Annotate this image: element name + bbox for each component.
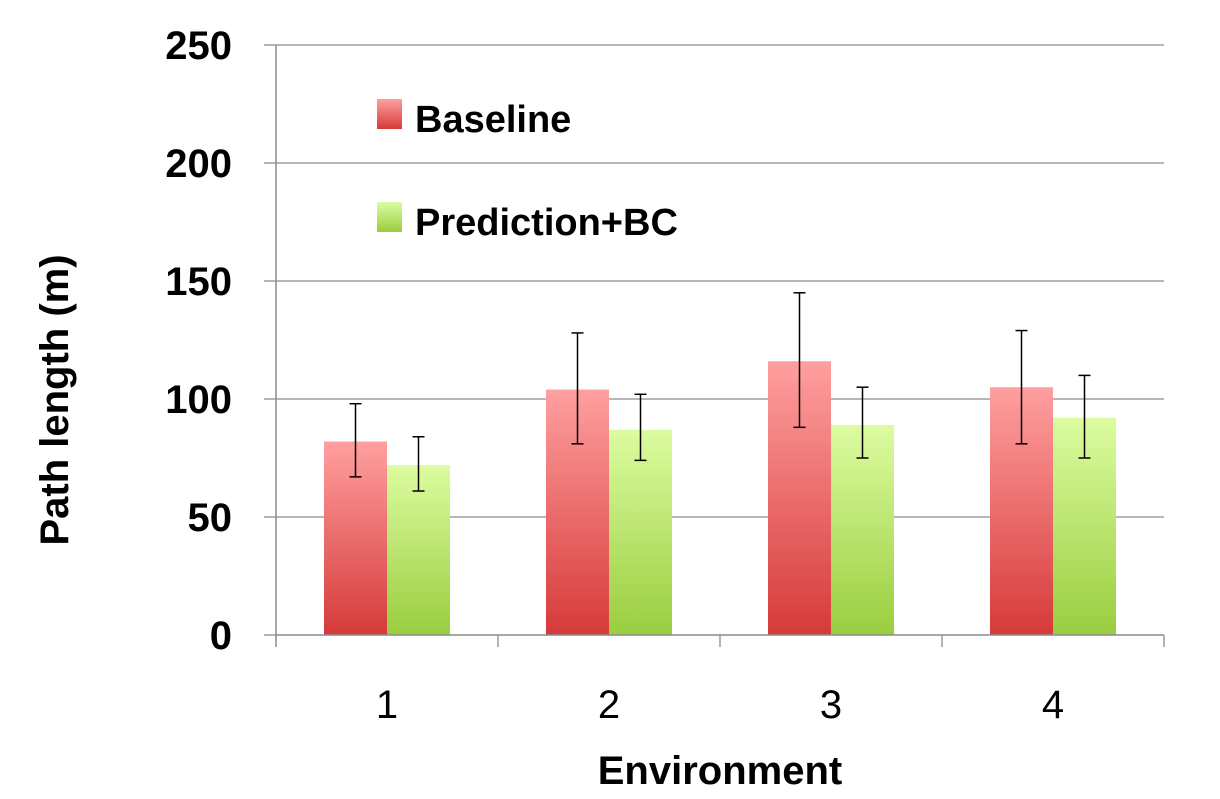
y-tick-label: 100 xyxy=(165,378,232,422)
x-tick-label: 3 xyxy=(820,683,842,727)
error-bar-baseline xyxy=(349,402,362,478)
legend-swatch-baseline xyxy=(377,99,402,129)
error-bar-baseline xyxy=(793,292,806,429)
bar-prediction xyxy=(387,465,450,635)
y-tick-label: 250 xyxy=(165,24,232,68)
x-axis-title: Environment xyxy=(598,749,842,793)
x-tick-labels: 1 2 3 4 xyxy=(376,683,1064,727)
y-tick-label: 200 xyxy=(165,142,232,186)
legend-swatch-prediction xyxy=(377,202,402,232)
y-tick-labels: 0 50 100 150 200 250 xyxy=(165,24,232,658)
y-tick-label: 50 xyxy=(188,496,233,540)
bars xyxy=(324,361,1116,635)
y-tick-label: 150 xyxy=(165,260,232,304)
axes xyxy=(275,45,1165,647)
x-tick-label: 1 xyxy=(376,683,398,727)
x-tick-label: 4 xyxy=(1042,683,1064,727)
error-bars xyxy=(349,292,1091,492)
bar-prediction xyxy=(831,424,894,635)
error-bar-prediction xyxy=(856,386,869,459)
error-bar-baseline xyxy=(1015,329,1028,445)
error-bar-prediction xyxy=(1078,374,1091,459)
legend-label-prediction: Prediction+BC xyxy=(415,202,678,244)
x-tick-label: 2 xyxy=(598,683,620,727)
legend-label-baseline: Baseline xyxy=(415,99,571,141)
legend: Baseline Prediction+BC xyxy=(377,99,678,244)
error-bar-baseline xyxy=(571,332,584,445)
error-bar-prediction xyxy=(412,436,425,492)
bar-prediction xyxy=(609,429,672,635)
error-bar-prediction xyxy=(634,393,647,462)
y-tick-label: 0 xyxy=(210,614,232,658)
y-axis-title: Path length (m) xyxy=(33,254,77,545)
